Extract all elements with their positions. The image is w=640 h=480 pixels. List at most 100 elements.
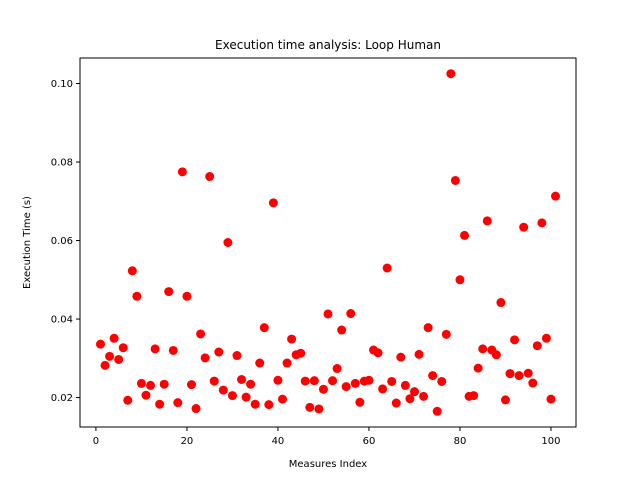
- data-point: [405, 394, 415, 404]
- data-point: [173, 398, 183, 408]
- data-point: [441, 329, 451, 339]
- data-point: [250, 399, 260, 409]
- data-point: [218, 385, 228, 395]
- data-point: [191, 404, 201, 414]
- x-tick-label: 20: [181, 436, 194, 447]
- data-point: [537, 218, 547, 228]
- data-point: [305, 402, 315, 412]
- data-point: [100, 360, 110, 370]
- data-point: [460, 230, 470, 240]
- data-point: [114, 354, 124, 364]
- data-point: [505, 369, 515, 379]
- data-point: [332, 364, 342, 374]
- y-tick-label: 0.08: [51, 158, 73, 169]
- data-point: [264, 400, 274, 410]
- data-point: [500, 395, 510, 405]
- data-point: [287, 334, 297, 344]
- data-point: [300, 376, 310, 386]
- x-tick-label: 60: [363, 436, 376, 447]
- data-point: [127, 266, 137, 276]
- data-point: [155, 399, 165, 409]
- data-point: [514, 371, 524, 381]
- data-point: [259, 323, 269, 333]
- data-point: [432, 406, 442, 416]
- data-point: [223, 238, 233, 247]
- data-point: [455, 275, 465, 285]
- x-tick-label: 80: [454, 436, 467, 447]
- data-point: [123, 395, 133, 405]
- y-axis-label: Execution Time (s): [22, 196, 33, 289]
- data-point: [419, 391, 429, 401]
- x-tick-label: 100: [541, 436, 560, 447]
- x-axis-label: Measures Index: [289, 459, 368, 470]
- data-point: [355, 397, 365, 407]
- y-tick-label: 0.10: [51, 79, 73, 90]
- data-point: [473, 363, 483, 373]
- data-point: [532, 341, 542, 351]
- data-point: [523, 368, 533, 378]
- y-tick-label: 0.02: [51, 393, 73, 404]
- data-point: [146, 380, 156, 390]
- data-point: [168, 345, 178, 355]
- data-point: [109, 333, 119, 343]
- data-point: [246, 379, 256, 389]
- data-point: [364, 375, 374, 385]
- data-point: [510, 335, 520, 345]
- x-tick-label: 40: [272, 436, 285, 447]
- data-point: [182, 291, 192, 301]
- chart-title: Execution time analysis: Loop Human: [215, 38, 441, 52]
- data-point: [278, 394, 287, 404]
- data-point: [391, 398, 401, 408]
- data-points: [95, 69, 561, 416]
- data-point: [496, 298, 506, 308]
- axes-frame: [79, 57, 577, 428]
- axes-background: [80, 58, 576, 427]
- data-point: [378, 384, 388, 394]
- data-point: [541, 333, 551, 343]
- data-point: [205, 172, 215, 182]
- data-point: [314, 404, 324, 414]
- data-point: [428, 371, 438, 381]
- data-point: [519, 222, 529, 232]
- data-point: [296, 348, 306, 358]
- data-point: [551, 191, 561, 201]
- data-point: [309, 376, 319, 386]
- data-point: [237, 375, 247, 384]
- data-point: [186, 380, 196, 390]
- data-point: [382, 263, 392, 273]
- data-point: [136, 378, 146, 388]
- data-point: [373, 348, 383, 358]
- data-point: [150, 344, 160, 354]
- data-point: [482, 216, 492, 226]
- data-point: [478, 344, 488, 354]
- data-point: [446, 69, 456, 79]
- data-point: [255, 358, 265, 368]
- data-point: [159, 379, 169, 389]
- data-point: [528, 378, 538, 388]
- data-point: [323, 309, 333, 319]
- data-point: [232, 351, 242, 361]
- data-point: [346, 309, 356, 319]
- data-point: [214, 347, 224, 357]
- data-point: [491, 350, 501, 360]
- x-tick-label: 0: [93, 436, 99, 447]
- data-point: [437, 376, 447, 386]
- data-point: [423, 323, 433, 333]
- data-point: [328, 376, 338, 386]
- data-point: [318, 384, 328, 394]
- data-point: [350, 378, 360, 388]
- data-point: [95, 339, 105, 349]
- y-tick-label: 0.06: [51, 236, 73, 247]
- data-point: [273, 375, 283, 385]
- data-point: [282, 358, 292, 368]
- plot-area: 0 20 40 60 80 100 0.02 0.04 0.06 0.08 0.10: [51, 57, 577, 447]
- data-point: [118, 343, 128, 353]
- data-point: [196, 329, 206, 339]
- data-point: [141, 390, 151, 400]
- data-point: [337, 325, 347, 335]
- data-point: [341, 382, 351, 392]
- data-point: [546, 394, 556, 404]
- data-point: [268, 198, 278, 208]
- data-point: [400, 380, 410, 390]
